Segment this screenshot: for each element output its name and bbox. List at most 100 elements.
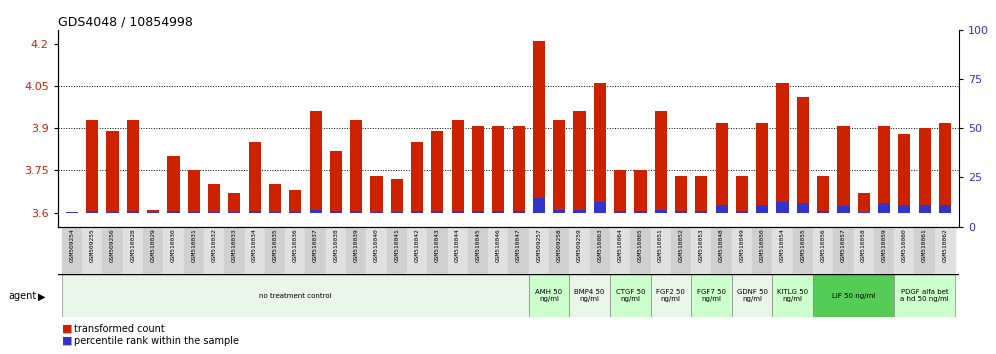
Bar <box>793 227 813 274</box>
Bar <box>107 131 119 212</box>
Text: ■: ■ <box>62 324 73 333</box>
Bar <box>594 201 606 212</box>
Bar <box>411 142 423 212</box>
Bar <box>610 227 630 274</box>
Bar <box>553 120 566 212</box>
Bar <box>269 184 281 212</box>
Text: GSM510057: GSM510057 <box>841 228 846 262</box>
Bar <box>346 227 367 274</box>
Text: FGF7 50
ng/ml: FGF7 50 ng/ml <box>697 289 726 302</box>
Text: GSM510062: GSM510062 <box>942 228 947 262</box>
Bar <box>918 205 930 212</box>
Text: GSM509256: GSM509256 <box>111 228 116 262</box>
Text: GSM510037: GSM510037 <box>313 228 318 262</box>
Bar <box>147 210 159 212</box>
Bar <box>513 126 525 212</box>
Bar <box>877 126 890 212</box>
Bar <box>187 170 200 212</box>
Bar <box>228 193 240 212</box>
Bar <box>431 211 443 212</box>
Bar <box>918 128 930 212</box>
Text: GSM510063: GSM510063 <box>598 228 603 262</box>
Text: GSM510043: GSM510043 <box>435 228 440 262</box>
Bar <box>289 190 302 212</box>
Text: GSM510059: GSM510059 <box>881 228 886 262</box>
Bar <box>310 210 322 212</box>
Bar <box>167 211 179 212</box>
FancyBboxPatch shape <box>691 274 732 317</box>
Bar <box>411 211 423 212</box>
Bar <box>407 227 427 274</box>
Bar <box>208 184 220 212</box>
Text: GSM510056: GSM510056 <box>821 228 826 262</box>
Text: GSM510065: GSM510065 <box>637 228 642 262</box>
Text: GSM510038: GSM510038 <box>334 228 339 262</box>
Bar <box>163 227 183 274</box>
Bar <box>204 227 224 274</box>
Text: GSM510028: GSM510028 <box>130 228 135 262</box>
Bar <box>386 227 407 274</box>
Text: GSM510041: GSM510041 <box>394 228 399 262</box>
FancyBboxPatch shape <box>650 274 691 317</box>
Text: CTGF 50
ng/ml: CTGF 50 ng/ml <box>616 289 645 302</box>
Text: GSM510033: GSM510033 <box>232 228 237 262</box>
Bar <box>894 227 914 274</box>
Text: ▶: ▶ <box>38 291 46 301</box>
Text: GSM510032: GSM510032 <box>211 228 216 262</box>
FancyBboxPatch shape <box>894 274 955 317</box>
Bar <box>126 120 139 212</box>
Bar <box>126 211 139 212</box>
Bar <box>797 97 809 212</box>
Bar <box>634 211 646 212</box>
Bar <box>614 211 626 212</box>
Bar <box>549 227 570 274</box>
Bar <box>854 227 873 274</box>
Bar <box>675 176 687 212</box>
Bar <box>390 179 403 212</box>
Text: GSM510049: GSM510049 <box>739 228 744 262</box>
Bar <box>103 227 123 274</box>
Bar <box>614 170 626 212</box>
Text: GSM509257: GSM509257 <box>537 228 542 262</box>
Bar <box>873 227 894 274</box>
Text: percentile rank within the sample: percentile rank within the sample <box>74 336 239 346</box>
Text: GSM510036: GSM510036 <box>293 228 298 262</box>
Bar <box>371 176 382 212</box>
Text: GSM510051: GSM510051 <box>658 228 663 262</box>
Text: GSM510030: GSM510030 <box>171 228 176 262</box>
Text: GSM510050: GSM510050 <box>760 228 765 262</box>
Text: GSM509259: GSM509259 <box>577 228 582 262</box>
Bar <box>330 211 342 212</box>
Bar <box>82 227 103 274</box>
Bar <box>306 227 326 274</box>
Bar <box>533 41 545 212</box>
Text: GSM510052: GSM510052 <box>678 228 683 262</box>
Bar <box>447 227 468 274</box>
Bar <box>877 203 890 212</box>
Text: GSM510047: GSM510047 <box>516 228 521 262</box>
Text: GSM509254: GSM509254 <box>70 228 75 262</box>
Text: GSM510042: GSM510042 <box>414 228 419 262</box>
Bar <box>817 211 830 212</box>
Bar <box>756 205 768 212</box>
Bar <box>87 120 99 212</box>
Text: GSM510029: GSM510029 <box>150 228 155 262</box>
Bar <box>431 131 443 212</box>
Bar <box>472 211 484 212</box>
Bar <box>711 227 732 274</box>
Bar <box>427 227 447 274</box>
Bar <box>285 227 306 274</box>
Text: GSM510035: GSM510035 <box>273 228 278 262</box>
Bar <box>732 227 752 274</box>
Bar <box>183 227 204 274</box>
Bar <box>143 227 163 274</box>
FancyBboxPatch shape <box>772 274 813 317</box>
Text: ■: ■ <box>62 336 73 346</box>
Bar <box>492 211 504 212</box>
Bar <box>472 126 484 212</box>
Bar <box>797 203 809 212</box>
Text: LIF 50 ng/ml: LIF 50 ng/ml <box>832 293 875 298</box>
Bar <box>330 151 342 212</box>
Text: GSM510048: GSM510048 <box>719 228 724 262</box>
Text: GSM509258: GSM509258 <box>557 228 562 262</box>
